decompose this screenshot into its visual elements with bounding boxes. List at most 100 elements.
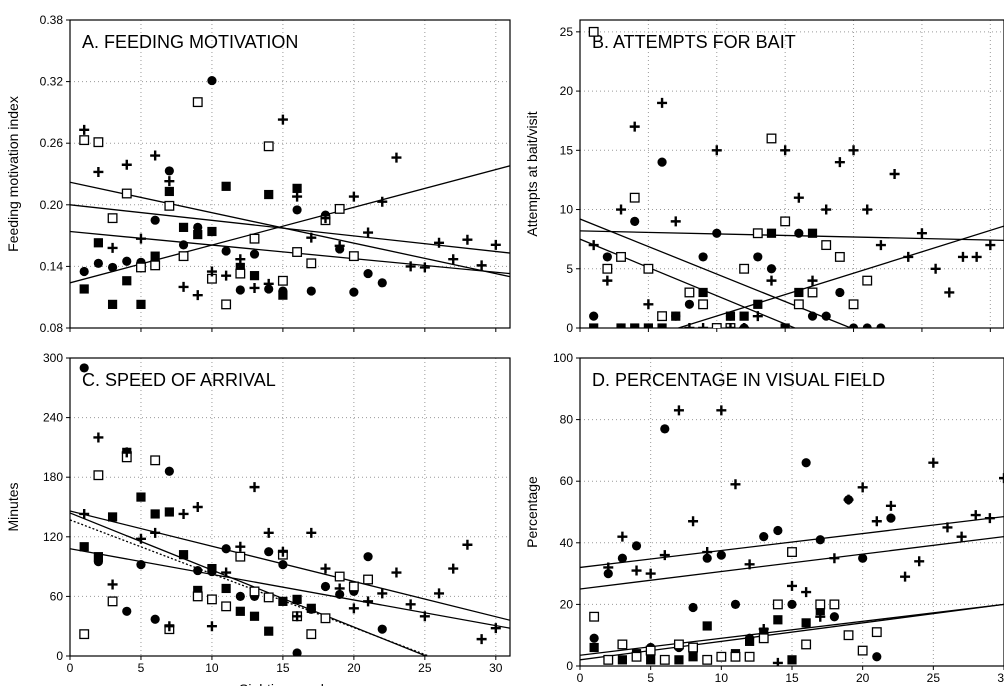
data-point-open-square (821, 240, 832, 251)
data-point-filled-circle (122, 256, 132, 266)
data-point-open-square (306, 629, 317, 640)
points-attempts-for-bait (588, 26, 996, 328)
data-point-filled-square (136, 299, 146, 309)
data-point-filled-square (221, 583, 231, 594)
data-point-filled-circle (377, 278, 387, 288)
data-point-plus (448, 254, 459, 265)
x-tick-label: 30 (489, 661, 503, 675)
data-point-plus (970, 510, 981, 521)
data-point-filled-circle (603, 569, 613, 579)
data-point-open-square (334, 203, 345, 214)
data-point-filled-circle (349, 287, 359, 297)
data-point-filled-circle (684, 299, 695, 309)
chart-title-percentage-visual-field: D. PERCENTAGE IN VISUAL FIELD (592, 370, 885, 390)
data-point-plus (971, 251, 982, 262)
data-point-open-square (673, 639, 684, 650)
data-point-filled-square (278, 290, 288, 300)
data-point-plus (956, 531, 967, 542)
data-point-open-square (589, 611, 600, 622)
data-point-filled-circle (292, 205, 302, 215)
data-point-filled-circle (107, 262, 118, 273)
trend-line (580, 218, 853, 328)
y-axis-label-speed-of-arrival: Minutes (5, 482, 21, 531)
data-point-open-square (848, 299, 859, 310)
data-point-open-square (192, 591, 203, 602)
data-point-filled-square (235, 606, 245, 616)
trendlines-feeding-motivation (70, 165, 510, 284)
data-point-open-square (801, 639, 812, 650)
data-point-filled-circle (848, 323, 859, 328)
data-point-plus (942, 522, 953, 533)
x-tick-label: 25 (418, 661, 432, 675)
data-point-filled-square (292, 594, 302, 604)
data-point-filled-circle (79, 363, 89, 373)
data-point-plus (744, 559, 755, 570)
data-point-filled-square (674, 655, 684, 665)
trend-line (580, 603, 1004, 656)
data-point-filled-circle (264, 547, 274, 557)
data-point-open-square (752, 228, 763, 239)
data-point-filled-circle (320, 581, 331, 592)
trend-line (70, 512, 428, 656)
data-point-open-square (631, 651, 642, 662)
data-point-plus (249, 282, 260, 293)
data-point-filled-square (657, 323, 667, 328)
data-point-plus (766, 275, 777, 286)
data-point-plus (688, 516, 699, 527)
data-point-filled-circle (801, 458, 811, 468)
data-point-plus (164, 621, 175, 632)
y-tick-label: 10 (560, 203, 574, 217)
data-point-open-square (829, 599, 840, 610)
data-point-filled-circle (164, 166, 174, 176)
data-point-filled-circle (363, 552, 373, 562)
data-point-open-square (150, 260, 161, 271)
x-tick-label: 0 (67, 661, 74, 675)
data-point-open-square (164, 200, 175, 211)
data-point-open-square (787, 547, 797, 557)
data-point-plus (698, 323, 709, 328)
trend-line (70, 519, 431, 656)
y-axis-label-attempts-for-bait: Attempts at bait/visit (524, 111, 540, 236)
data-point-filled-square (815, 605, 825, 616)
data-point-plus (900, 571, 911, 582)
x-tick-label: 20 (856, 671, 870, 685)
data-point-plus (957, 251, 968, 262)
data-point-open-square (306, 258, 317, 269)
data-point-plus (645, 568, 656, 579)
data-point-filled-square (306, 603, 316, 613)
data-point-filled-circle (193, 222, 203, 232)
data-point-plus (643, 299, 654, 310)
data-point-plus (277, 114, 288, 125)
data-point-plus (490, 623, 501, 634)
data-point-plus (93, 432, 104, 443)
trend-line (580, 230, 1004, 241)
data-point-filled-circle (657, 157, 667, 167)
data-point-plus (603, 562, 614, 573)
data-point-open-square (150, 455, 161, 466)
data-point-open-square (603, 654, 614, 665)
data-point-plus (334, 583, 345, 594)
data-point-plus (150, 527, 161, 538)
data-point-plus (730, 479, 741, 490)
data-point-plus (377, 588, 388, 599)
data-point-filled-circle (377, 624, 387, 634)
data-point-filled-circle (821, 311, 831, 321)
data-point-open-square (702, 654, 713, 665)
x-axis-label-speed-of-arrival: Sighting number (239, 681, 341, 686)
data-point-filled-square (780, 323, 790, 328)
data-point-plus (164, 176, 175, 187)
data-point-filled-square (150, 509, 160, 519)
data-point-open-square (862, 275, 873, 286)
y-tick-label: 0 (566, 321, 573, 335)
points-speed-of-arrival (79, 363, 501, 656)
grid-feeding-motivation (70, 20, 510, 328)
data-point-plus (758, 624, 769, 635)
data-point-plus (916, 228, 927, 239)
data-point-open-square (93, 137, 104, 148)
data-point-plus (221, 270, 232, 281)
data-point-plus (903, 251, 914, 262)
data-point-plus (107, 579, 118, 590)
data-point-filled-circle (602, 252, 612, 262)
data-point-open-square (363, 574, 374, 585)
data-point-filled-circle (207, 75, 217, 86)
